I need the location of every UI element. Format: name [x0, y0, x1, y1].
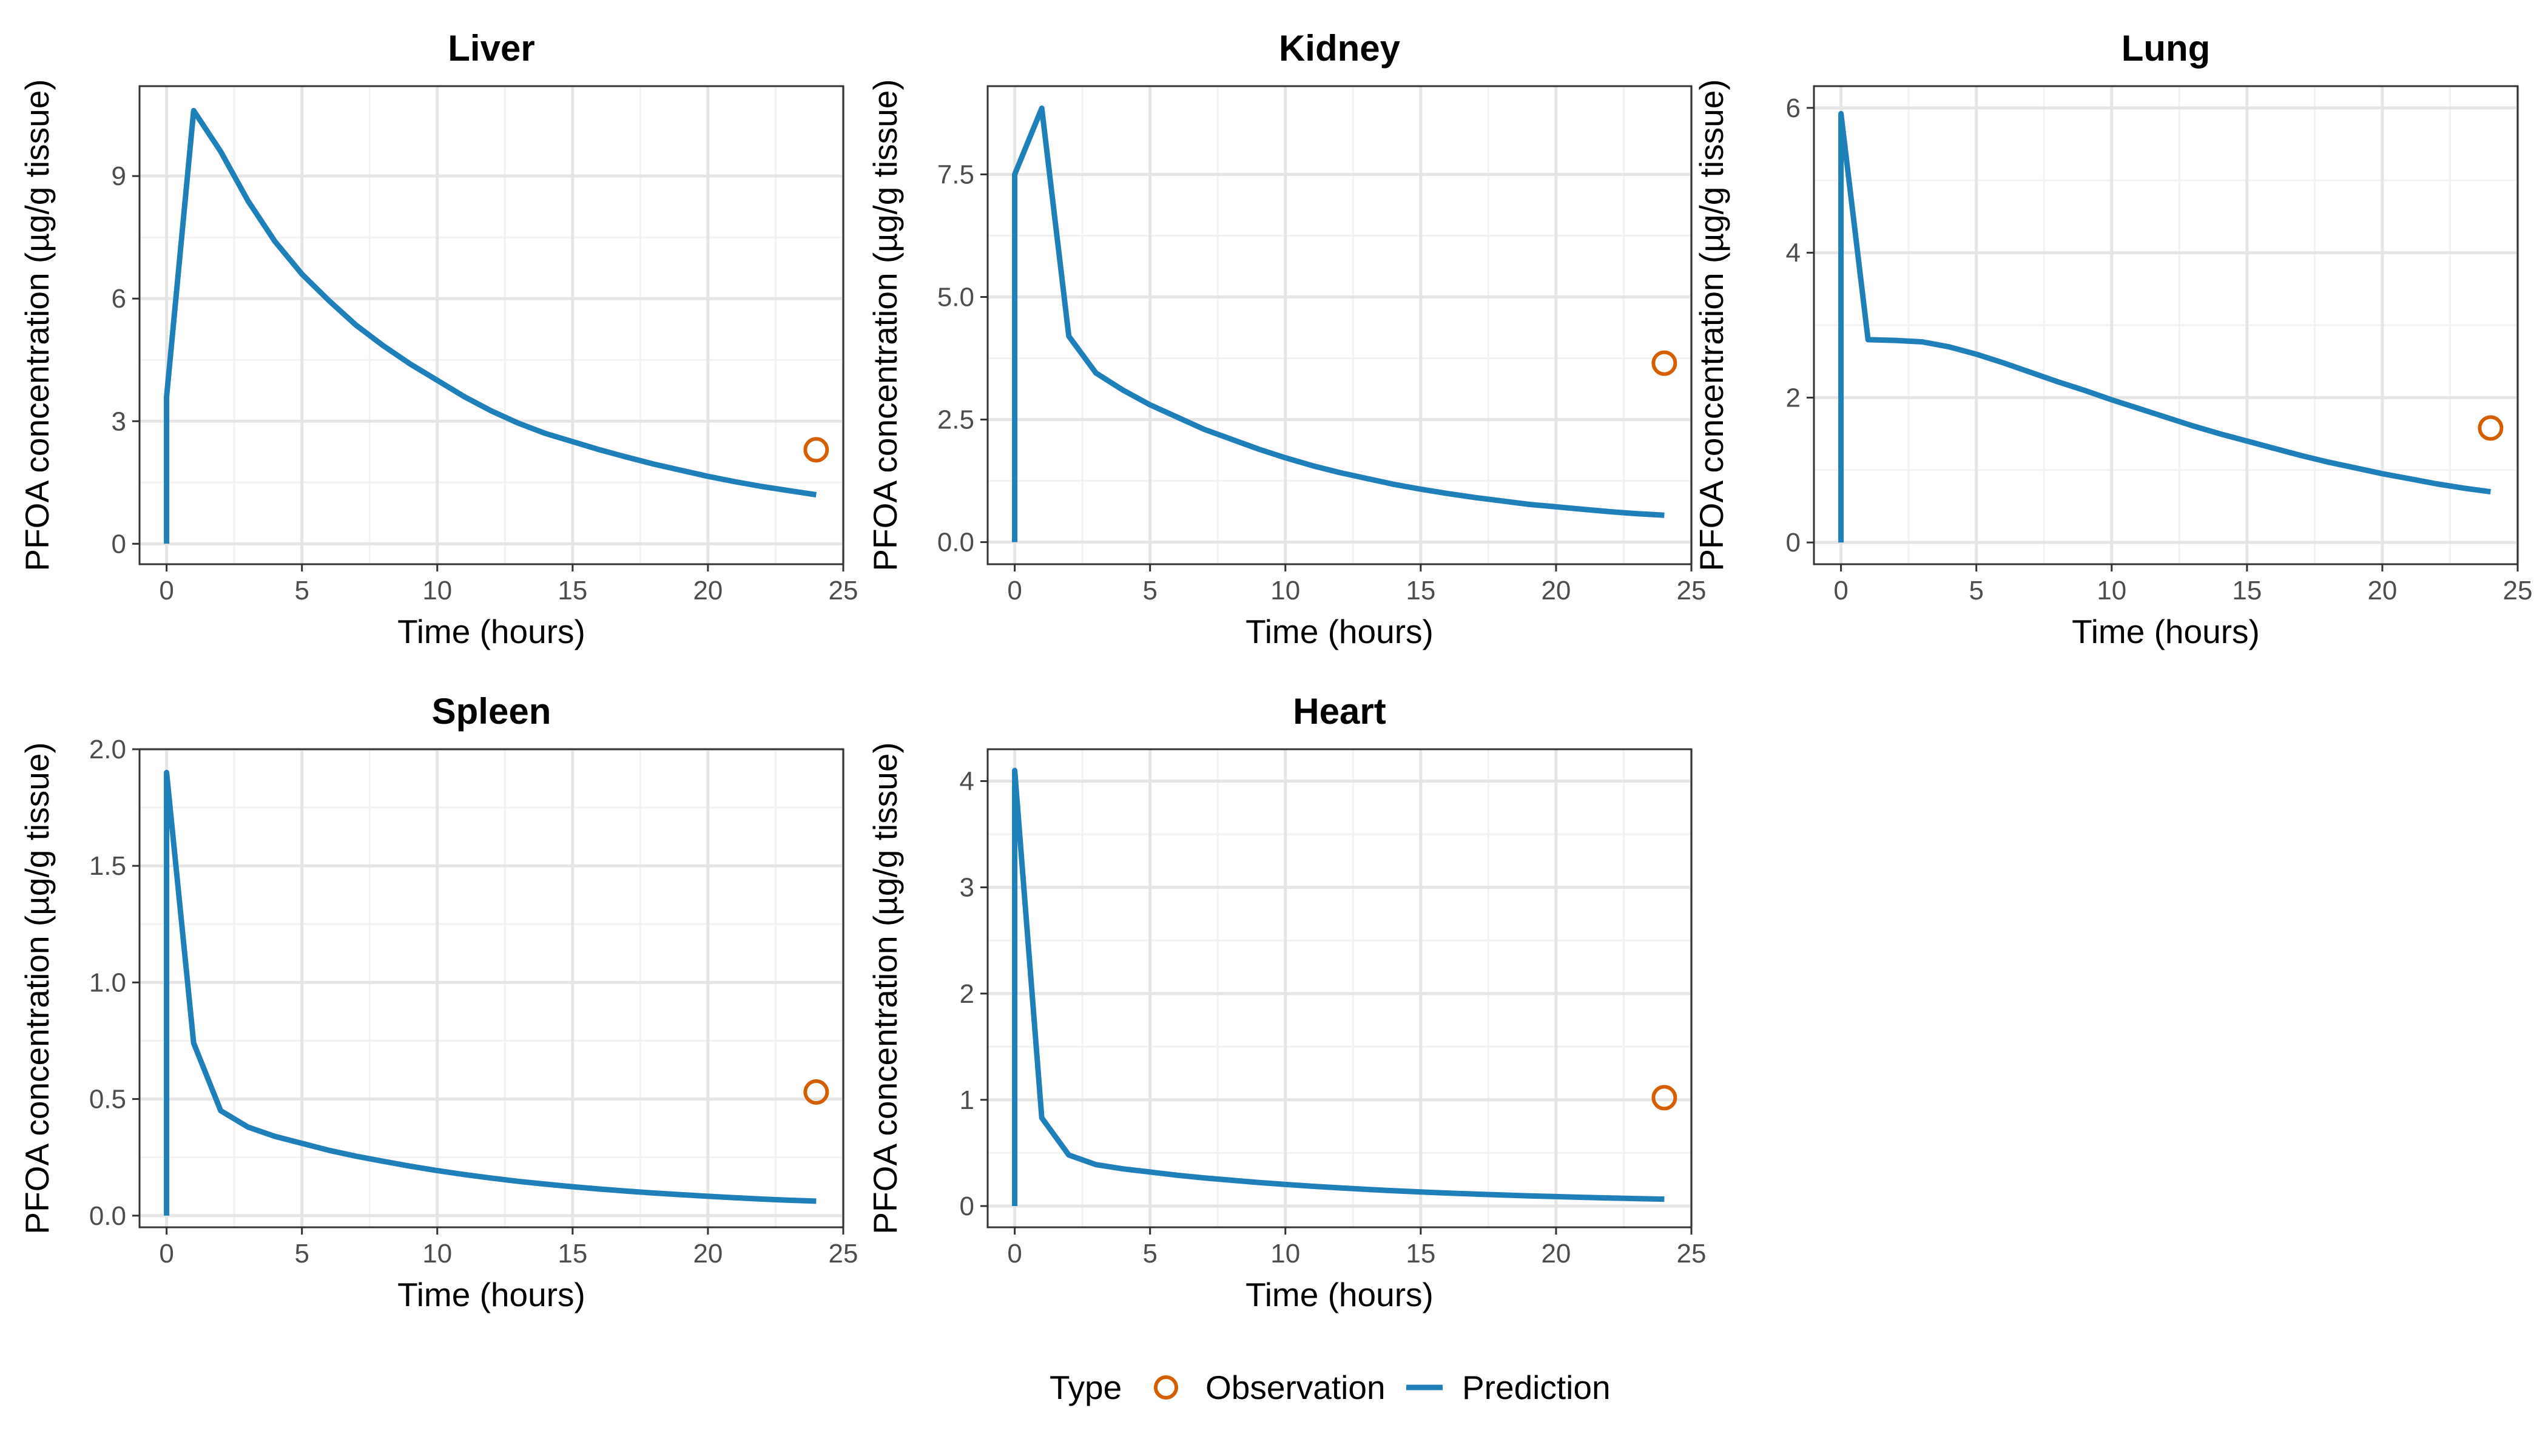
x-tick-label: 20 [1541, 576, 1571, 605]
panel-title: Liver [448, 28, 534, 69]
x-tick-label: 15 [1406, 576, 1435, 605]
y-tick-label: 7.5 [937, 160, 974, 189]
x-tick-label: 25 [829, 576, 858, 605]
y-axis-title: PFOA concentration (µg/g tissue) [18, 79, 56, 571]
x-tick-label: 0 [159, 1239, 174, 1269]
panel-title: Heart [1293, 691, 1386, 732]
y-tick-label: 6 [112, 284, 126, 314]
prediction-line-heart [1012, 767, 1665, 1206]
x-tick-label: 10 [422, 576, 452, 605]
observation-point-heart [1651, 1085, 1677, 1111]
prediction-line-liver [164, 107, 817, 544]
x-tick-label: 5 [294, 1239, 309, 1269]
x-tick-label: 20 [1541, 1239, 1571, 1269]
x-tick-label: 5 [1969, 576, 1983, 605]
panel-heart: 0 5 10 15 20 25 0 1 2 3 4 Heart Time (hours) PFOA con… [866, 691, 1706, 1313]
y-axis-title: PFOA concentration (µg/g tissue) [866, 79, 904, 571]
y-axis-title: PFOA concentration (µg/g tissue) [866, 742, 904, 1234]
y-tick-label: 4 [960, 767, 974, 797]
x-tick-label: 20 [693, 1239, 723, 1269]
x-tick-label: 10 [422, 1239, 452, 1269]
y-tick-label: 0 [960, 1191, 974, 1221]
x-axis-title: Time (hours) [397, 613, 585, 650]
x-tick-label: 0 [1007, 576, 1022, 605]
y-tick-label: 1 [960, 1085, 974, 1115]
x-tick-label: 25 [1677, 1239, 1707, 1269]
legend-title: Type [1050, 1369, 1122, 1406]
y-tick-label: 0.5 [89, 1085, 126, 1114]
panel-lung: 0 5 10 15 20 25 0 2 4 6 Lung Time (hours) PFOA conce… [1693, 28, 2532, 650]
plot-background [140, 749, 843, 1227]
x-tick-label: 15 [2232, 576, 2262, 605]
plot-background [140, 86, 843, 564]
panel-title: Kidney [1279, 28, 1401, 69]
panel-border [986, 85, 1693, 565]
observation-point-kidney [1651, 350, 1677, 376]
x-tick-label: 5 [1142, 1239, 1157, 1269]
x-tick-label: 5 [294, 576, 309, 605]
x-axis-title: Time (hours) [397, 1276, 585, 1313]
y-tick-label: 2 [1786, 383, 1801, 413]
x-tick-label: 25 [829, 1239, 858, 1269]
y-tick-label: 1.5 [89, 851, 126, 881]
y-tick-label: 0 [1786, 528, 1801, 558]
panel-spleen: 0 5 10 15 20 25 0.0 0.5 1.0 1.5 2.0 Spleen Time (hou… [18, 691, 858, 1313]
legend: Type Observation Prediction [1050, 1369, 1611, 1406]
x-axis-title: Time (hours) [1245, 613, 1434, 650]
panel-border [1813, 85, 2519, 565]
y-tick-label: 5.0 [937, 283, 974, 312]
y-tick-label: 3 [960, 873, 974, 903]
y-tick-label: 4 [1786, 238, 1801, 268]
x-tick-label: 25 [2503, 576, 2533, 605]
prediction-line-kidney [1012, 105, 1665, 542]
x-tick-label: 0 [159, 576, 174, 605]
x-tick-label: 20 [2367, 576, 2397, 605]
x-tick-label: 15 [1406, 1239, 1435, 1269]
y-tick-label: 0.0 [937, 528, 974, 558]
legend-prediction-label: Prediction [1462, 1369, 1611, 1406]
y-tick-label: 0.0 [89, 1201, 126, 1231]
y-tick-label: 6 [1786, 93, 1801, 123]
x-tick-label: 0 [1007, 1239, 1022, 1269]
x-tick-label: 25 [1677, 576, 1707, 605]
panel-title: Lung [2122, 28, 2211, 69]
x-axis-title: Time (hours) [1245, 1276, 1434, 1313]
y-axis-title: PFOA concentration (µg/g tissue) [18, 742, 56, 1234]
prediction-line-spleen [164, 769, 817, 1216]
x-axis-title: Time (hours) [2072, 613, 2260, 650]
plot-background [988, 86, 1691, 564]
observation-point-lung [2478, 415, 2504, 441]
y-tick-label: 3 [112, 406, 126, 436]
y-axis-title: PFOA concentration (µg/g tissue) [1693, 79, 1730, 571]
x-tick-label: 0 [1833, 576, 1848, 605]
panel-border [986, 748, 1693, 1228]
prediction-line-lung [1838, 110, 2491, 543]
x-tick-label: 15 [558, 1239, 587, 1269]
x-tick-label: 20 [693, 576, 723, 605]
panel-title: Spleen [432, 691, 551, 732]
y-tick-label: 1.0 [89, 968, 126, 997]
x-tick-label: 10 [1270, 576, 1300, 605]
y-tick-label: 2 [960, 979, 974, 1009]
observation-point-liver [803, 437, 829, 463]
panel-liver: 0 5 10 15 20 25 0 3 6 9 Liver Time (hours) PFOA conc… [18, 28, 858, 650]
x-tick-label: 5 [1142, 576, 1157, 605]
y-tick-label: 9 [112, 161, 126, 191]
legend-observation-key [1154, 1375, 1178, 1400]
x-tick-label: 10 [1270, 1239, 1300, 1269]
y-tick-label: 2.5 [937, 405, 974, 435]
observation-point-spleen [803, 1079, 829, 1105]
x-tick-label: 15 [558, 576, 587, 605]
panel-kidney: 0 5 10 15 20 25 0.0 2.5 5.0 7.5 Kidney Time (hours)… [866, 28, 1706, 650]
panel-border [138, 85, 844, 565]
legend-observation-label: Observation [1205, 1369, 1386, 1406]
plot-background [988, 749, 1691, 1227]
panel-border [138, 748, 844, 1228]
y-tick-label: 0 [112, 529, 126, 559]
x-tick-label: 10 [2097, 576, 2126, 605]
y-tick-label: 2.0 [89, 735, 126, 764]
